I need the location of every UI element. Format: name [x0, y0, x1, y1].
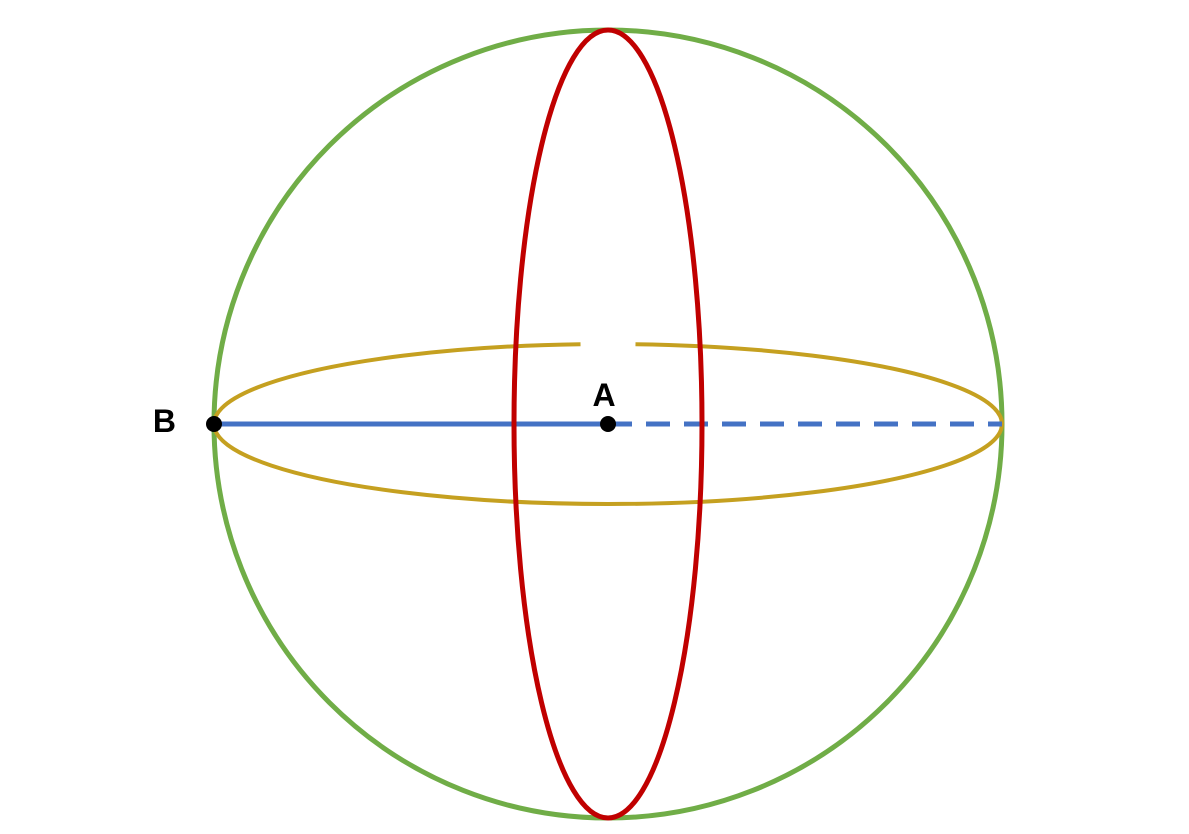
label-b: B — [153, 403, 176, 439]
sphere-diagram: A B — [0, 0, 1189, 834]
point-b — [206, 416, 222, 432]
point-a — [600, 416, 616, 432]
label-a: A — [592, 377, 615, 413]
